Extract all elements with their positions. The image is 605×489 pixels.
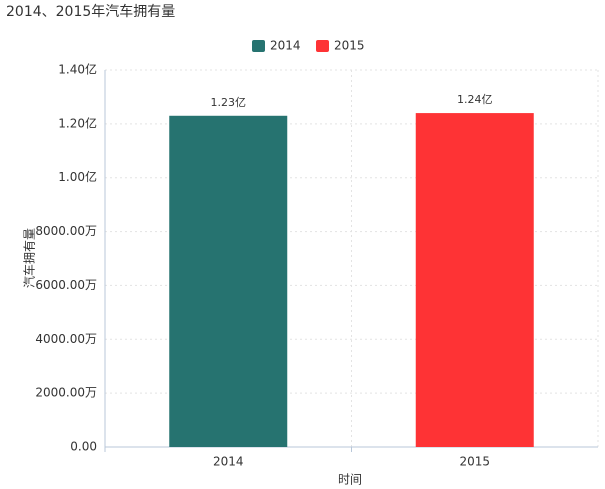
x-axis-label: 时间 bbox=[338, 473, 362, 487]
value-label: 1.24亿 bbox=[457, 93, 493, 106]
legend-label: 2014 bbox=[270, 39, 301, 53]
x-tick-label: 2015 bbox=[459, 455, 490, 469]
chart-title: 2014、2015年汽车拥有量 bbox=[6, 3, 175, 20]
legend-label: 2015 bbox=[334, 39, 365, 53]
y-tick-label: 1.00亿 bbox=[58, 169, 97, 184]
y-tick-label: 4000.00万 bbox=[35, 332, 97, 346]
x-tick-label: 2014 bbox=[213, 455, 244, 469]
legend-swatch[interactable] bbox=[252, 40, 265, 52]
y-axis-label: 汽车拥有量 bbox=[22, 228, 37, 288]
bar bbox=[415, 113, 534, 447]
y-tick-label: 2000.00万 bbox=[35, 386, 97, 400]
y-tick-label: 6000.00万 bbox=[35, 278, 97, 292]
y-tick-label: 8000.00万 bbox=[35, 224, 97, 238]
y-tick-label: 1.40亿 bbox=[58, 62, 97, 77]
y-tick-label: 0.00 bbox=[70, 440, 97, 454]
legend-swatch[interactable] bbox=[316, 40, 329, 52]
bar bbox=[169, 115, 288, 448]
value-label: 1.23亿 bbox=[211, 96, 247, 109]
y-tick-label: 1.20亿 bbox=[58, 115, 97, 130]
